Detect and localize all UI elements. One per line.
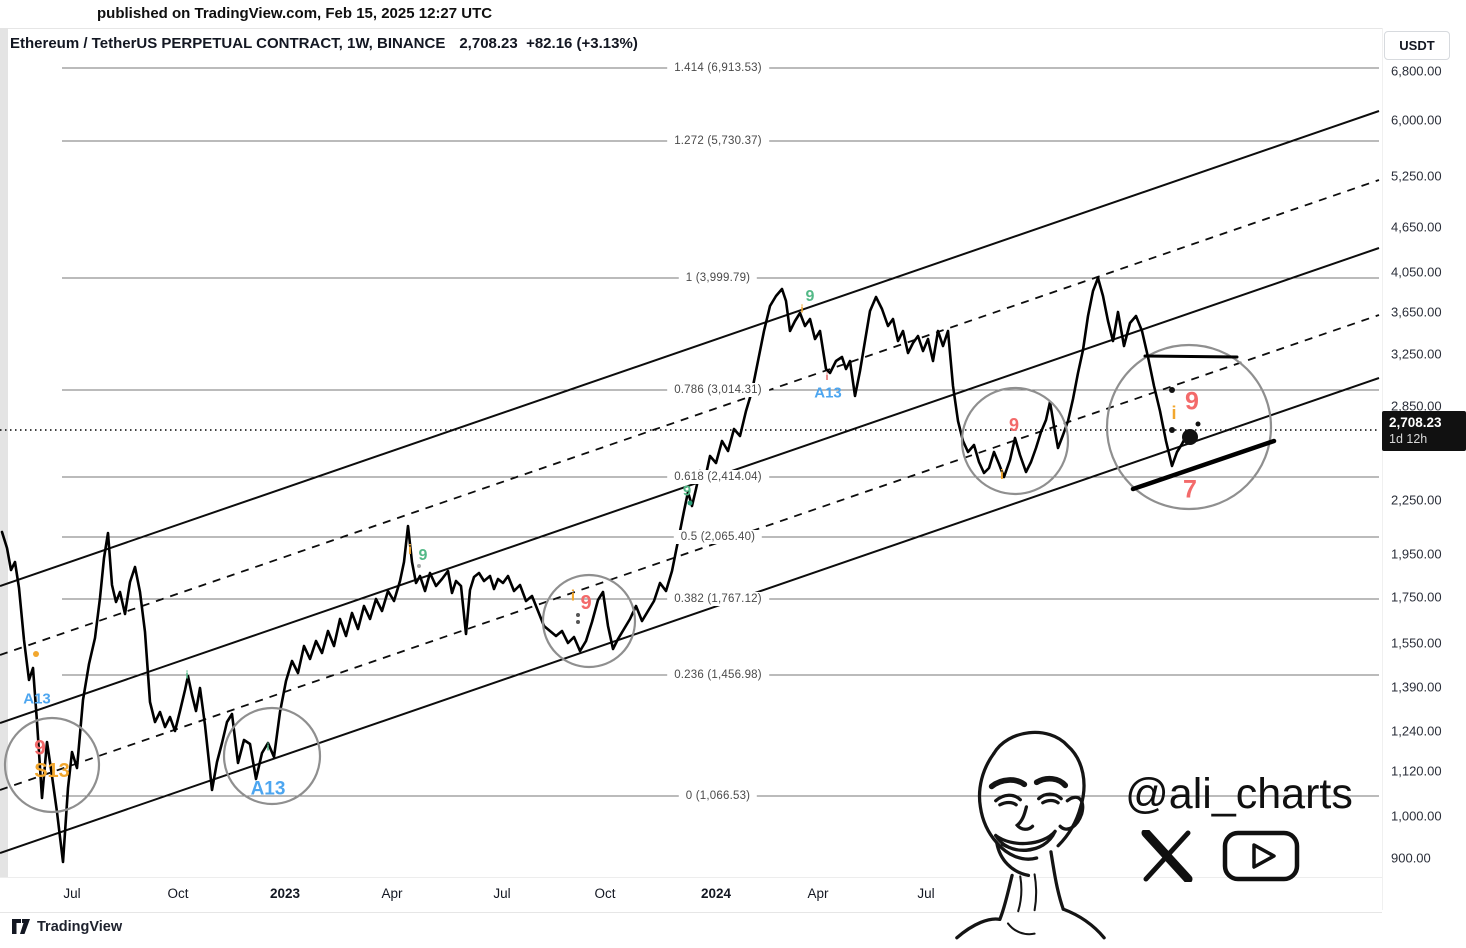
td-sequential-annotation: A13 (250, 778, 286, 800)
tradingview-footer[interactable]: TradingView (12, 919, 122, 935)
price-scale-label: 6,000.00 (1391, 112, 1442, 128)
watermark-handle: @ali_charts (1125, 770, 1353, 818)
td-sequential-annotation: 9 (1185, 387, 1199, 416)
td-sequential-annotation: 7 (1183, 475, 1197, 504)
price-scale-label: 1,240.00 (1391, 723, 1442, 739)
watermark-icons (1140, 830, 1320, 882)
td-sequential-annotation: i (185, 669, 189, 682)
time-scale-label: 2023 (269, 886, 301, 901)
chart-legend[interactable]: Ethereum / TetherUS PERPETUAL CONTRACT, … (10, 35, 638, 52)
published-text: published on TradingView.com, Feb 15, 20… (97, 5, 493, 22)
symbol-title[interactable]: Ethereum / TetherUS PERPETUAL CONTRACT, … (10, 35, 446, 52)
td-sequential-annotation: 9 (682, 482, 692, 500)
td-sequential-annotation: 9 (580, 592, 592, 614)
price-scale-label: 3,250.00 (1391, 346, 1442, 362)
td-sequential-annotation: S13 (34, 760, 70, 782)
fib-level-label: 1.272 (5,730.37) (667, 134, 769, 148)
td-sequential-annotation: A13 (23, 690, 51, 708)
price-scale-label: 1,950.00 (1391, 546, 1442, 562)
td-sequential-annotation: i (825, 372, 829, 383)
price-scale-label: 4,050.00 (1391, 264, 1442, 280)
fib-level-label: 1 (3,999.79) (678, 271, 758, 285)
price-scale-label: 3,650.00 (1391, 304, 1442, 320)
time-scale-label: Apr (381, 886, 403, 901)
tradingview-logo-text: TradingView (37, 919, 123, 935)
price-scale-label: 6,800.00 (1391, 63, 1442, 79)
price-scale-label: 1,750.00 (1391, 589, 1442, 605)
time-scale-label: Oct (167, 886, 189, 901)
currency-unit-button[interactable]: USDT (1384, 31, 1450, 60)
price-scale-label: 2,250.00 (1391, 492, 1442, 508)
price-scale[interactable]: 6,800.00 6,000.00 5,250.00 4,650.00 4,050.00… (1382, 28, 1466, 910)
published-bar: published on TradingView.com, Feb 15, 20… (0, 0, 1466, 29)
last-price: 2,708.23 (459, 35, 518, 52)
x-logo-icon (1141, 830, 1193, 882)
price-scale-label: 2,850.00 (1391, 398, 1442, 414)
time-scale-label: Oct (594, 886, 616, 901)
price-scale-label: 1,120.00 (1391, 763, 1442, 779)
price-scale-label: 1,550.00 (1391, 635, 1442, 651)
fib-level-label: 0.786 (3,014.31) (667, 383, 769, 397)
fib-level-label: 0 (1,066.53) (678, 789, 758, 803)
badge-price: 2,708.23 (1389, 415, 1442, 431)
time-scale-label: Apr (807, 886, 829, 901)
time-scale-label: Jul (63, 886, 81, 901)
td-sequential-annotation: i (1000, 466, 1004, 482)
tradingview-logo-icon (12, 919, 30, 934)
td-sequential-annotation: i (1171, 403, 1177, 423)
time-scale[interactable]: Jul Oct 2023 Apr Jul Oct 2024 Apr Jul (0, 877, 1382, 913)
time-scale-label: 2024 (700, 886, 732, 901)
face-sketch (955, 730, 1106, 940)
td-sequential-annotation: i (266, 741, 270, 754)
price-scale-label: 4,650.00 (1391, 219, 1442, 235)
price-scale-label: 1,390.00 (1391, 679, 1442, 695)
time-scale-label: Jul (493, 886, 511, 901)
price-scale-label: 900.00 (1391, 850, 1431, 866)
td-sequential-annotation: 9 (34, 736, 46, 760)
price-scale-label: 5,250.00 (1391, 168, 1442, 184)
fib-level-label: 0.382 (1,767.12) (667, 592, 769, 606)
td-sequential-annotation: 9 (418, 547, 428, 564)
fib-level-label: 0.5 (2,065.40) (673, 530, 763, 544)
fib-level-label: 1.414 (6,913.53) (667, 61, 769, 75)
td-sequential-annotation: i (800, 303, 804, 316)
price-change: +82.16 (526, 35, 573, 52)
price-scale-label: 1,000.00 (1391, 808, 1442, 824)
badge-countdown: 1d 12h (1389, 431, 1428, 446)
td-sequential-annotation: A13 (814, 384, 842, 402)
price-change-pct: (+3.13%) (576, 35, 638, 52)
fib-level-label: 0.618 (2,414.04) (667, 470, 769, 484)
td-sequential-annotation: 9 (805, 288, 815, 305)
td-sequential-annotation: i (408, 541, 412, 557)
fib-level-label: 0.236 (1,456.98) (667, 668, 769, 682)
left-panel-edge (0, 28, 8, 910)
last-price-badge: 2,708.23 1d 12h (1382, 411, 1466, 451)
time-scale-label: Jul (917, 886, 935, 901)
td-sequential-annotation: 9 (1008, 415, 1020, 435)
youtube-icon (1222, 830, 1300, 882)
td-sequential-annotation: i (570, 587, 576, 605)
